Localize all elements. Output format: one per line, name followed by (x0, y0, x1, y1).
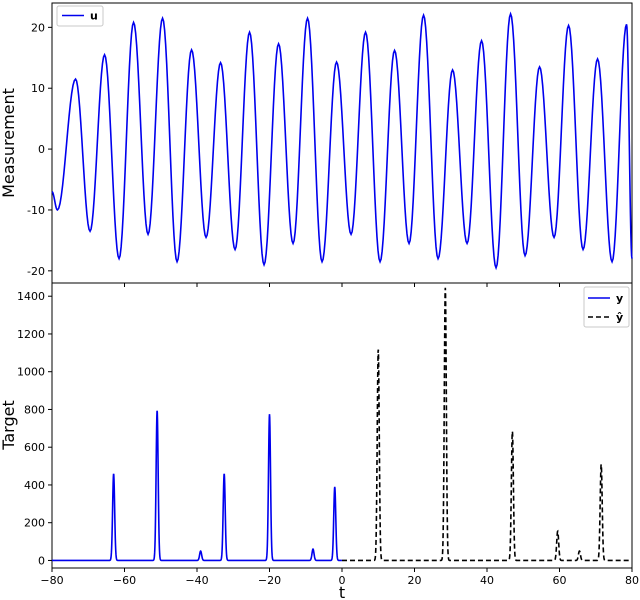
legend-label-u: u (90, 10, 98, 23)
legend-label-y: y (616, 292, 623, 305)
target-legend-box (583, 286, 630, 328)
y-tick-label-0-3: 10 (31, 82, 45, 95)
target-frame (51, 282, 633, 569)
y-tick-label-1-1: 200 (24, 517, 45, 530)
x-axis-label: t (339, 583, 345, 600)
y-tick-label-1-7: 1400 (17, 290, 45, 303)
y-tick-label-1-5: 1000 (17, 366, 45, 379)
x-tick-label-1-1: −60 (113, 574, 136, 587)
x-tick-label-1-8: 80 (625, 574, 639, 587)
x-tick-label-1-3: −20 (258, 574, 281, 587)
x-tick-label-1-7: 60 (553, 574, 567, 587)
series-line-y-hat (342, 287, 632, 562)
x-tick-label-1-0: −80 (40, 574, 63, 587)
x-tick-label-1-5: 20 (408, 574, 422, 587)
series-line-y (52, 410, 342, 562)
y-tick-label-1-0: 0 (38, 554, 45, 567)
x-tick-label-1-6: 40 (480, 574, 494, 587)
x-tick-label-1-2: −40 (185, 574, 208, 587)
measurement-legend: u (56, 5, 104, 27)
series-line-u (51, 11, 633, 271)
y-tick-label-1-6: 1200 (17, 328, 45, 341)
target-ticks: 0 200 400 600 800 1000 1200 1400 −80 −60 −40 −20 0 20… (17, 290, 639, 587)
measurement-frame (51, 2, 633, 284)
y-tick-label-0-4: 20 (31, 21, 45, 34)
x-tick-label-1-4: 0 (339, 574, 346, 587)
target-panel: 0 200 400 600 800 1000 1200 1400 −80 −60 −40 −20 0 20… (0, 282, 639, 600)
measurement-y-axis-label: Measurement (0, 88, 18, 198)
y-tick-label-1-2: 400 (24, 479, 45, 492)
y-tick-label-0-2: 0 (38, 143, 45, 156)
y-tick-label-0-0: -20 (27, 265, 45, 278)
target-legend: y ŷ (583, 286, 630, 328)
y-tick-label-0-1: -10 (27, 204, 45, 217)
target-y-axis-label: Target (0, 400, 18, 451)
measurement-panel: -20 -10 0 10 20 Measurement u (0, 2, 633, 287)
y-tick-label-1-4: 800 (24, 403, 45, 416)
y-tick-label-1-3: 600 (24, 441, 45, 454)
legend-label-y-hat: ŷ (616, 311, 623, 324)
